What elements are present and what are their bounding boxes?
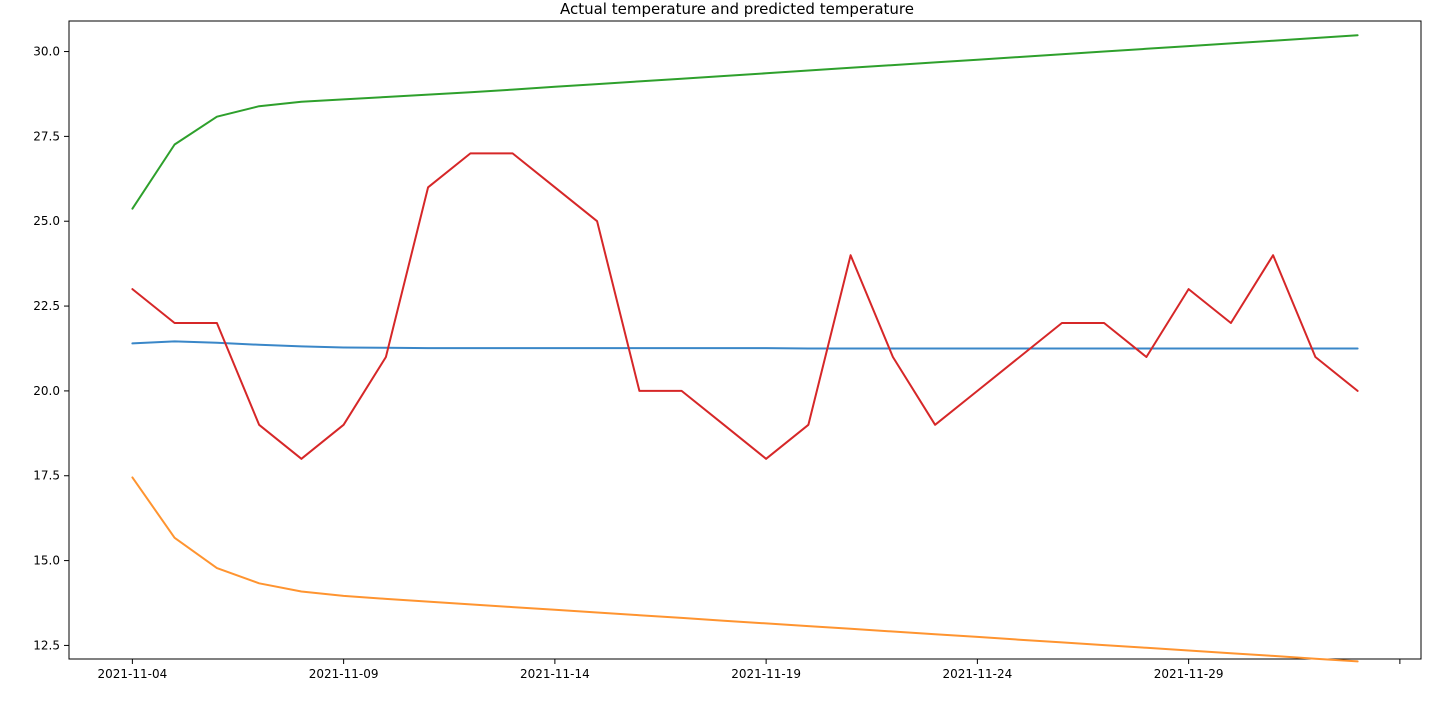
x-tick-label: 2021-11-14 bbox=[520, 667, 590, 681]
x-tick-label: 2021-11-04 bbox=[98, 667, 168, 681]
series-line-3 bbox=[131, 34, 1359, 210]
x-tick-label: 2021-11-29 bbox=[1154, 667, 1224, 681]
x-tick-label: 2021-11-09 bbox=[309, 667, 379, 681]
y-tick-label: 25.0 bbox=[33, 214, 60, 228]
y-axis: 12.5 15.0 17.5 20.0 22.5 25.0 27.5 30.0 bbox=[33, 45, 69, 652]
chart-title: Actual temperature and predicted tempera… bbox=[560, 0, 914, 18]
x-axis: 2021-11-04 2021-11-09 2021-11-14 2021-11-19… bbox=[98, 659, 1401, 681]
x-tick-label: 2021-11-19 bbox=[731, 667, 801, 681]
series-line-2 bbox=[131, 476, 1359, 663]
plot-area-frame bbox=[68, 20, 1422, 660]
y-tick-label: 27.5 bbox=[33, 129, 60, 143]
series-line-1 bbox=[131, 340, 1359, 350]
y-tick-label: 22.5 bbox=[33, 299, 60, 313]
x-tick-label: 2021-11-24 bbox=[943, 667, 1013, 681]
series-lines bbox=[131, 34, 1359, 663]
y-tick-label: 30.0 bbox=[33, 45, 60, 59]
y-tick-label: 12.5 bbox=[33, 638, 60, 652]
y-tick-label: 15.0 bbox=[33, 554, 60, 568]
y-tick-label: 17.5 bbox=[33, 469, 60, 483]
y-tick-label: 20.0 bbox=[33, 384, 60, 398]
series-line-4 bbox=[131, 152, 1359, 460]
